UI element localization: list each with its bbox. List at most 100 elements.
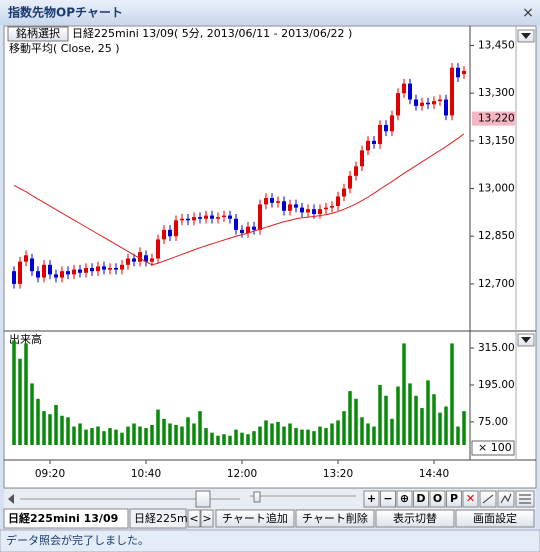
volume-bar xyxy=(144,428,148,445)
volume-bar xyxy=(204,428,208,445)
chart-button[interactable] xyxy=(446,490,462,508)
chart-button-label[interactable]: ⊕ xyxy=(400,492,409,505)
candle-body xyxy=(162,229,166,240)
tab[interactable] xyxy=(129,508,187,529)
candle-body xyxy=(270,198,274,203)
chart-button-label[interactable]: D xyxy=(416,492,425,505)
y-tick-label: 13,450 xyxy=(478,39,515,51)
volume-bar xyxy=(444,406,448,445)
chart-button[interactable] xyxy=(363,490,380,508)
volume-bar xyxy=(342,411,346,445)
volume-bar xyxy=(180,426,184,445)
panel-menu-arrow[interactable] xyxy=(521,337,531,343)
candle-body xyxy=(348,175,352,189)
candle-body xyxy=(72,269,76,275)
candle-body xyxy=(396,93,400,116)
panel-menu-arrow[interactable] xyxy=(521,33,531,39)
volume-bar xyxy=(60,415,64,445)
candle-body xyxy=(288,204,292,211)
volume-bar xyxy=(336,420,340,445)
candle-body xyxy=(342,188,346,197)
tab-label[interactable]: 日経225mi xyxy=(134,512,191,525)
candle-body xyxy=(444,99,448,116)
tab-arrow[interactable] xyxy=(200,509,214,528)
tool-button[interactable] xyxy=(497,490,515,508)
volume-bar xyxy=(300,429,304,445)
volume-bar xyxy=(78,423,82,445)
candle-body xyxy=(66,271,70,275)
volume-bar xyxy=(366,423,370,445)
close-button[interactable]: × xyxy=(522,5,534,21)
volume-bar xyxy=(258,426,262,445)
candle-body xyxy=(156,239,160,259)
tab-label[interactable]: 日経225mini 13/09 xyxy=(8,511,118,525)
candle-body xyxy=(132,258,136,262)
symbol-button-label[interactable]: 銘柄選択 xyxy=(16,26,60,40)
volume-bar xyxy=(102,431,106,445)
volume-bar xyxy=(408,383,412,445)
indicator-label: 移動平均( Close, 25 ) xyxy=(9,41,120,55)
volume-bar xyxy=(312,431,316,445)
volume-bar xyxy=(462,411,466,445)
action-button[interactable] xyxy=(215,509,295,528)
volume-bar xyxy=(246,434,250,445)
candle-body xyxy=(96,266,100,272)
chart-button[interactable] xyxy=(380,490,396,508)
tab-arrow[interactable] xyxy=(187,509,201,528)
scroll-thumb[interactable] xyxy=(195,490,211,508)
chart-button[interactable] xyxy=(413,490,429,508)
volume-bar xyxy=(360,417,364,445)
candle-body xyxy=(450,67,454,116)
chart-button-label[interactable]: − xyxy=(383,492,392,505)
candle-body xyxy=(12,271,16,284)
chart-button-label[interactable]: ✕ xyxy=(466,492,475,505)
volume-title: 出来高 xyxy=(9,332,42,346)
candle-body xyxy=(48,264,52,275)
candle-body xyxy=(294,204,298,208)
volume-bar xyxy=(348,391,352,445)
tab[interactable] xyxy=(3,508,129,529)
candle-body xyxy=(258,204,262,230)
volume-bar xyxy=(228,435,232,445)
candle-body xyxy=(198,217,202,219)
action-button-label[interactable]: 画面設定 xyxy=(473,511,517,525)
volume-bar xyxy=(138,426,142,445)
action-button-label[interactable]: 表示切替 xyxy=(393,511,437,525)
candle-body xyxy=(150,258,154,262)
y-tick-label: 195.00 xyxy=(478,379,515,391)
tab-arrow-label[interactable]: < xyxy=(189,512,198,525)
chart-button-label[interactable]: P xyxy=(450,492,458,505)
action-button-label[interactable]: チャート削除 xyxy=(302,511,368,525)
volume-bar xyxy=(318,426,322,445)
candle-body xyxy=(24,255,28,262)
chart-button[interactable] xyxy=(429,490,446,508)
chart-button-label[interactable]: O xyxy=(433,492,442,505)
scroll-left[interactable] xyxy=(8,494,14,504)
chart-button[interactable] xyxy=(462,490,479,508)
action-button[interactable] xyxy=(295,509,375,528)
y-tick-label: 12,700 xyxy=(478,278,515,290)
candle-body xyxy=(186,218,190,221)
candle-body xyxy=(18,261,22,284)
volume-bar xyxy=(354,398,358,445)
volume-bar xyxy=(96,426,100,445)
volume-bar xyxy=(192,423,196,445)
candle-body xyxy=(222,215,226,218)
volume-bar xyxy=(372,426,376,445)
candle-body xyxy=(78,269,82,273)
action-button[interactable] xyxy=(455,509,535,528)
candle-body xyxy=(306,209,310,213)
tab-arrow-label[interactable]: > xyxy=(202,512,211,525)
volume-bar xyxy=(402,343,406,445)
candle-body xyxy=(234,218,238,230)
candle-body xyxy=(54,274,58,278)
action-button[interactable] xyxy=(375,509,455,528)
volume-bar xyxy=(288,423,292,445)
zoom-thumb[interactable] xyxy=(253,491,261,503)
action-button-label[interactable]: チャート追加 xyxy=(222,511,288,525)
chart-button[interactable] xyxy=(396,490,413,508)
candle-body xyxy=(168,229,172,237)
symbol-button[interactable] xyxy=(7,26,69,42)
candle-body xyxy=(318,209,322,214)
chart-button-label[interactable]: + xyxy=(367,492,376,505)
